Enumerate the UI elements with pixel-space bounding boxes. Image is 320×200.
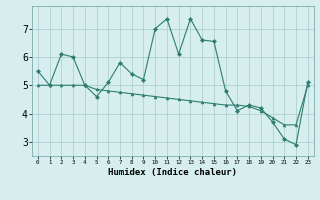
X-axis label: Humidex (Indice chaleur): Humidex (Indice chaleur) bbox=[108, 168, 237, 177]
